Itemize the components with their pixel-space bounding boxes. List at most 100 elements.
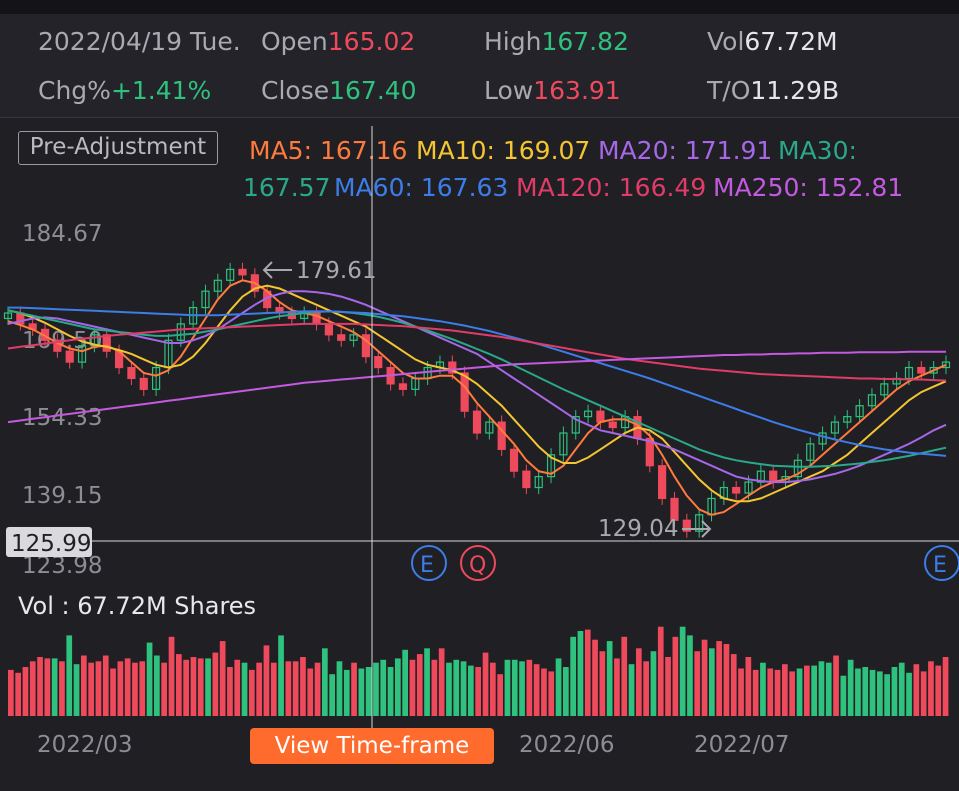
period-high-annotation: 179.61: [296, 258, 376, 284]
candle-body: [645, 437, 654, 467]
volume-bar: [679, 626, 686, 716]
volume-bar: [205, 658, 211, 716]
candle-body: [90, 334, 99, 347]
volume-bar: [548, 671, 555, 716]
volume-bar: [782, 664, 788, 716]
volume-bar: [329, 674, 335, 716]
volume-bar: [833, 655, 839, 716]
volume-bar: [599, 651, 606, 716]
volume-bar: [438, 648, 445, 716]
volume-bar: [519, 661, 525, 716]
volume-bar: [774, 669, 781, 716]
view-timeframe-button[interactable]: View Time-frame: [250, 728, 494, 764]
volume-bar: [716, 641, 722, 716]
volume-bar: [424, 648, 430, 716]
volume-bar: [475, 667, 481, 716]
candle-body: [349, 334, 358, 341]
candle-body: [201, 290, 210, 309]
volume-bar: [752, 669, 759, 716]
candle-body: [102, 334, 111, 352]
volume-bar: [869, 669, 876, 716]
volume-bar: [146, 642, 153, 716]
volume-bar: [511, 659, 518, 716]
volume-bar: [468, 665, 474, 716]
volume-bar: [336, 661, 343, 716]
volume-bar: [37, 657, 43, 716]
ma60-line: [8, 306, 947, 457]
ma-legend-item: 167.57: [243, 173, 331, 202]
volume-bar: [197, 658, 204, 716]
volume-bar: [920, 671, 927, 716]
pre-adjustment-button[interactable]: Pre-Adjustment: [18, 131, 218, 165]
candle-body: [324, 323, 333, 336]
volume-bar: [22, 667, 29, 716]
price-tick-label: 123.98: [22, 553, 102, 579]
volume-bar: [343, 669, 350, 716]
volume-bar: [446, 662, 452, 716]
volume-bar: [840, 675, 847, 716]
volume-bar: [292, 661, 299, 716]
earnings-event-marker-label: E: [933, 553, 947, 578]
volume-bar: [730, 654, 737, 716]
volume-bar: [657, 626, 664, 716]
volume-bar: [59, 661, 65, 716]
candle-body: [226, 268, 235, 281]
candle-body: [361, 334, 371, 358]
candle-body: [152, 366, 161, 390]
volume-bar: [314, 662, 321, 716]
quarterly-event-marker-label: Q: [469, 553, 486, 578]
ma-legend-item: MA10: 169.07: [416, 136, 591, 165]
high-price: High167.82: [484, 27, 629, 56]
x-axis-date-label: 2022/07: [694, 732, 790, 758]
volume-bar: [811, 665, 817, 716]
volume-bar: [490, 662, 496, 716]
volume-bar: [66, 635, 73, 716]
volume-bar: [183, 659, 189, 716]
ma-legend-item: MA250: 152.81: [713, 173, 904, 202]
volume-bar: [124, 658, 131, 716]
price-tick-label: 184.67: [22, 221, 102, 247]
ma250-line: [7, 350, 946, 424]
candle-body: [855, 405, 864, 418]
volume-bar: [154, 655, 160, 716]
candle-body: [139, 377, 148, 390]
volume-bar: [650, 651, 657, 716]
quarterly-event-marker[interactable]: [460, 545, 496, 581]
volume-bar: [621, 636, 628, 716]
candle-body: [917, 366, 926, 374]
volume-bar: [592, 639, 598, 716]
earnings-event-marker[interactable]: [924, 545, 959, 581]
volume-bar: [855, 668, 861, 716]
volume-value: Vol67.72M: [707, 27, 838, 56]
volume-bar: [796, 668, 803, 716]
candle-body: [670, 497, 679, 521]
candle-body: [843, 416, 852, 423]
volume-bar: [88, 662, 94, 716]
volume-bar: [913, 664, 920, 716]
volume-bar: [665, 657, 671, 716]
earnings-event-marker[interactable]: [411, 545, 447, 581]
volume-bar: [161, 662, 167, 716]
price-tick-label: 139.15: [22, 483, 102, 509]
volume-bar: [263, 645, 270, 716]
ma-legend-item: MA20: 171.91: [598, 136, 773, 165]
volume-bar: [285, 661, 292, 716]
volume-bar: [395, 658, 401, 716]
volume-bar: [825, 662, 832, 716]
ma10-line: [7, 284, 947, 503]
volume-bar: [533, 664, 540, 716]
volume-bar: [884, 674, 890, 716]
volume-bar: [760, 662, 766, 716]
volume-bar: [541, 668, 547, 716]
volume-bar: [15, 672, 21, 716]
volume-bar: [81, 655, 87, 716]
volume-bar: [709, 648, 715, 716]
volume-bar: [738, 668, 744, 716]
candle-body: [398, 383, 408, 390]
candle-body: [658, 465, 667, 500]
candle-body: [904, 366, 914, 380]
candle-body: [3, 312, 13, 320]
volume-bar: [278, 635, 284, 716]
volume-bar: [322, 648, 328, 716]
